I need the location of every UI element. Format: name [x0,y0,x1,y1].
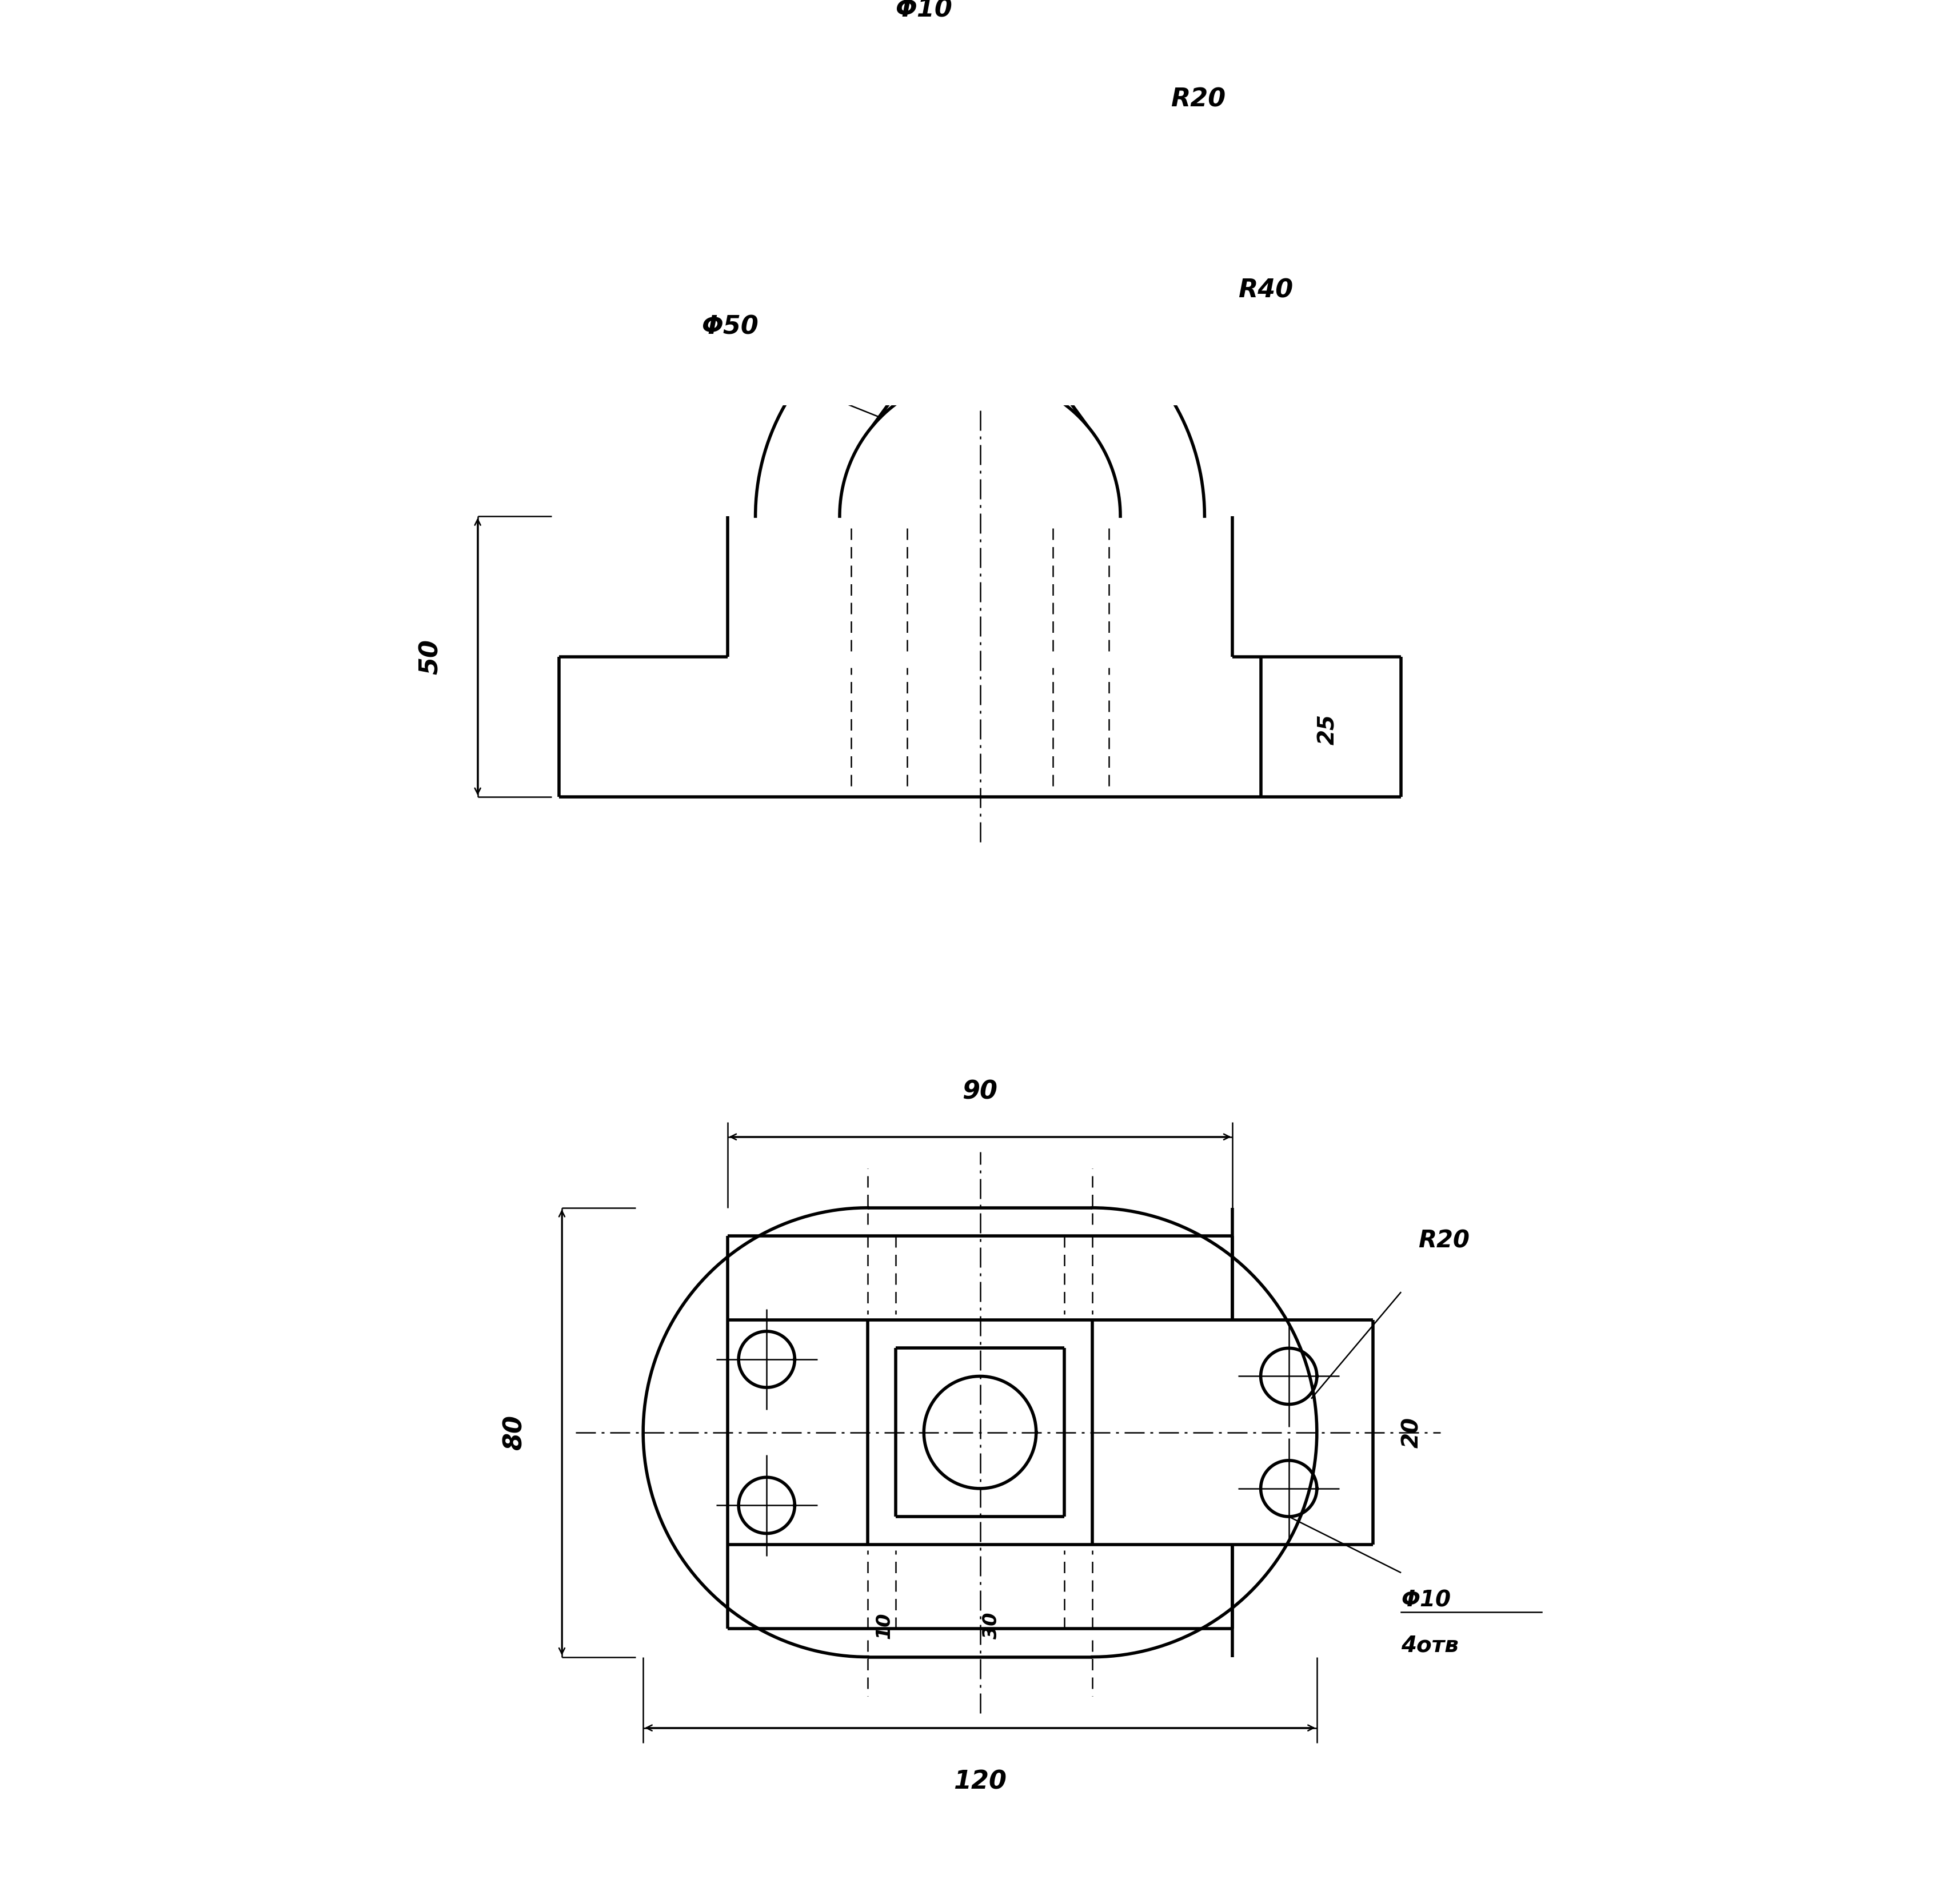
Text: 90: 90 [962,1079,998,1104]
Text: R20: R20 [1417,1228,1470,1253]
Text: 50: 50 [417,640,443,674]
Text: 120: 120 [953,1770,1007,1795]
Text: 25: 25 [1317,713,1339,745]
Text: 30: 30 [982,1611,1002,1638]
Text: Φ10: Φ10 [1401,1589,1450,1611]
Text: Φ10: Φ10 [896,0,953,23]
Text: Φ50: Φ50 [702,315,759,340]
Text: 80: 80 [502,1415,527,1449]
Text: 10: 10 [874,1611,894,1638]
Text: 4отв: 4отв [1401,1634,1458,1657]
Text: 20: 20 [1401,1417,1423,1447]
Text: R40: R40 [1239,277,1294,304]
Text: R20: R20 [1170,87,1225,111]
